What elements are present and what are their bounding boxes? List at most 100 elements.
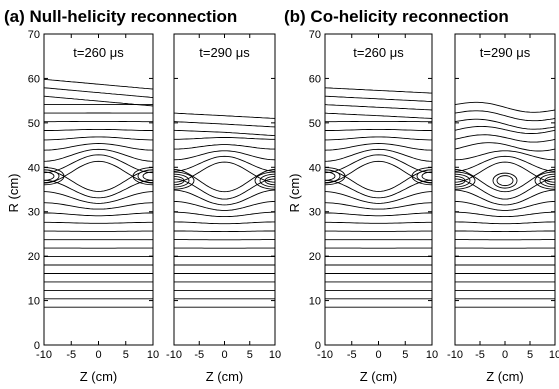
x-tick-label: 0 — [375, 349, 381, 361]
flux-surface — [324, 154, 433, 174]
o-point-island — [496, 175, 514, 187]
flux-surface — [454, 161, 556, 183]
flux-surface — [43, 169, 154, 192]
flux-surface — [173, 169, 276, 193]
flux-surface — [43, 148, 154, 162]
flux-surface — [455, 230, 555, 233]
flux-surface — [174, 230, 275, 233]
edge-lobe — [43, 167, 65, 186]
edge-lobe — [173, 175, 185, 186]
flux-surface — [173, 178, 276, 200]
flux-surface — [324, 143, 433, 151]
flux-surface — [173, 112, 276, 119]
x-tick-label: -10 — [166, 349, 182, 361]
flux-surface — [43, 87, 154, 98]
flux-surface — [43, 202, 154, 210]
edge-lobe — [173, 171, 195, 190]
edge-lobe — [324, 167, 346, 186]
x-axis-label: Z (cm) — [80, 369, 118, 384]
y-tick-label: 60 — [309, 73, 321, 85]
flux-surface — [454, 150, 556, 161]
flux-surface — [324, 169, 433, 192]
flux-surface — [324, 160, 433, 184]
x-tick-label: 5 — [123, 349, 129, 361]
flux-surface — [173, 155, 276, 172]
flux-surface — [173, 211, 276, 218]
x-tick-label: 0 — [95, 349, 101, 361]
x-tick-label: 10 — [426, 349, 438, 361]
contour-lines — [43, 78, 154, 308]
time-label: t=260 μs — [353, 45, 404, 60]
y-tick-label: 20 — [309, 251, 321, 263]
flux-surface — [454, 189, 556, 206]
flux-surface — [324, 112, 433, 119]
flux-surface — [44, 136, 153, 141]
x-tick-label: -10 — [317, 349, 333, 361]
x-tick-label: 5 — [527, 349, 533, 361]
flux-surface — [324, 104, 433, 111]
flux-surface — [454, 142, 556, 152]
flux-surface — [454, 211, 556, 218]
y-tick-label: 0 — [315, 340, 321, 352]
flux-surface — [454, 125, 556, 134]
y-tick-label: 60 — [28, 73, 40, 85]
contour-panel-3: -10 -5 0 5 10 0 10 20 30 40 50 60 70 t=260 μs Z (cm) — [309, 29, 438, 384]
x-axis-label: Z (cm) — [206, 369, 244, 384]
contour-lines — [324, 87, 433, 308]
x-tick-label: -5 — [194, 349, 204, 361]
edge-lobe — [544, 175, 556, 186]
flux-surface — [173, 121, 276, 128]
flux-surface — [43, 191, 154, 204]
x-tick-label: 0 — [221, 349, 227, 361]
flux-surface — [43, 95, 154, 107]
flux-surface — [43, 179, 154, 199]
edge-lobe — [411, 167, 433, 186]
x-axis-label: Z (cm) — [486, 369, 524, 384]
flux-surface — [324, 202, 433, 210]
x-tick-label: -10 — [36, 349, 52, 361]
flux-surface — [325, 221, 432, 224]
x-tick-label: -5 — [475, 349, 485, 361]
flux-surface — [43, 78, 154, 90]
y-tick-label: 30 — [309, 207, 321, 219]
edge-lobe — [539, 173, 556, 188]
x-axis-label: Z (cm) — [360, 369, 398, 384]
y-tick-label: 30 — [28, 207, 40, 219]
edge-lobe — [142, 171, 154, 181]
flux-surface — [173, 200, 276, 211]
flux-surface — [43, 143, 154, 151]
edge-lobe — [324, 169, 341, 184]
flux-surface — [454, 169, 556, 193]
o-point-island — [492, 172, 518, 189]
edge-lobe — [264, 175, 276, 186]
flux-surface — [43, 154, 154, 174]
flux-surface — [454, 118, 556, 130]
flux-surface — [173, 150, 276, 161]
edge-lobe — [324, 171, 336, 181]
flux-surface — [454, 134, 556, 143]
contour-panel-2: -10 -5 0 5 10 t=290 μs Z (cm) — [166, 33, 281, 384]
flux-surface — [454, 200, 556, 211]
flux-surface — [454, 178, 556, 200]
flux-surface — [325, 212, 432, 217]
edge-lobe — [421, 171, 433, 181]
edge-lobe — [454, 171, 476, 190]
flux-surface — [324, 87, 433, 94]
x-tick-label: 5 — [247, 349, 253, 361]
edge-lobe — [416, 169, 433, 184]
flux-surface — [44, 221, 153, 224]
flux-surface — [173, 189, 276, 206]
flux-surface — [324, 95, 433, 102]
edge-lobe — [454, 175, 466, 186]
flux-surface — [454, 155, 556, 172]
edge-lobe — [43, 169, 60, 184]
flux-surface — [324, 148, 433, 162]
time-label: t=290 μs — [480, 45, 531, 60]
flux-surface — [324, 179, 433, 199]
flux-surface — [324, 191, 433, 204]
edge-lobe — [254, 171, 276, 190]
x-tick-label: 10 — [269, 349, 281, 361]
x-tick-label: -5 — [66, 349, 76, 361]
edge-lobe — [259, 173, 276, 188]
title-co-helicity: (b) Co-helicity reconnection — [284, 7, 509, 26]
